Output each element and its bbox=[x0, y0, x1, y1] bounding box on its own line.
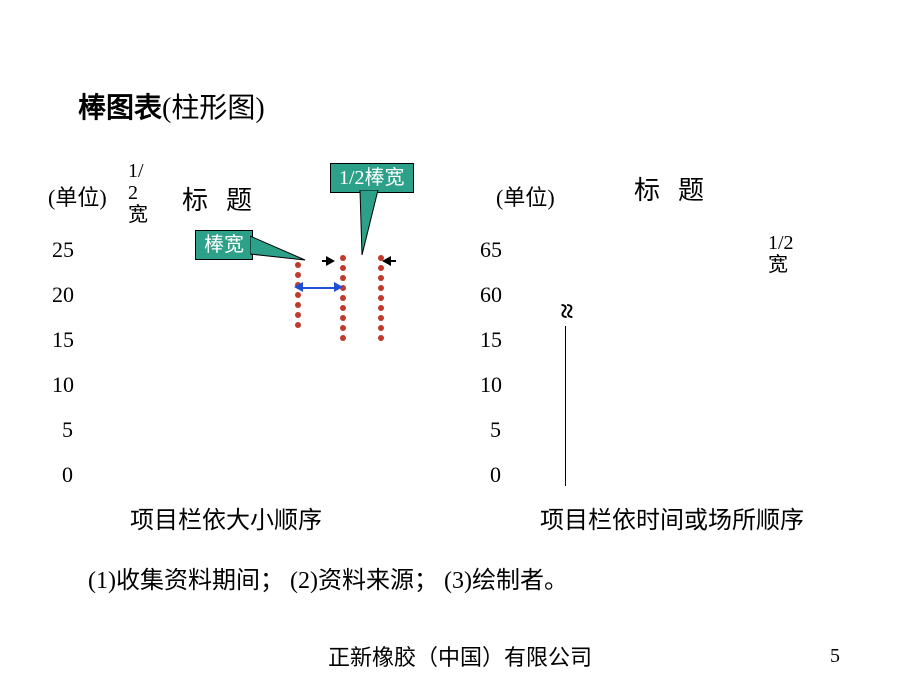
blue-arrow-line-icon bbox=[300, 287, 336, 289]
dotted-bar bbox=[340, 255, 346, 345]
title-rest: (柱形图) bbox=[162, 93, 265, 124]
right-axis-3: 10 bbox=[480, 372, 502, 398]
slide: 棒图表(柱形图) (单位) 1/ 2 宽 标题 1/2棒宽 棒宽 25 20 1… bbox=[0, 0, 920, 690]
callout2-pointer-icon bbox=[350, 190, 390, 260]
red-dot-icon bbox=[295, 272, 301, 278]
red-dot-icon bbox=[378, 295, 384, 301]
red-dot-icon bbox=[378, 275, 384, 281]
right-axis-2: 15 bbox=[480, 327, 502, 353]
right-axis-1: 60 bbox=[480, 282, 502, 308]
left-chart-title: 标题 bbox=[182, 180, 270, 217]
left-axis-1: 20 bbox=[52, 282, 74, 308]
black-arrow-left-stem bbox=[322, 260, 328, 262]
red-dot-icon bbox=[340, 315, 346, 321]
left-axis-0: 25 bbox=[52, 237, 74, 263]
right-half-width-label: 1/2 宽 bbox=[768, 232, 794, 276]
red-dot-icon bbox=[295, 262, 301, 268]
red-dot-icon bbox=[340, 275, 346, 281]
right-axis-5: 0 bbox=[490, 462, 501, 488]
red-dot-icon bbox=[340, 265, 346, 271]
left-axis-4: 5 bbox=[62, 417, 73, 443]
right-axis-4: 5 bbox=[490, 417, 501, 443]
callout-bar-width: 棒宽 bbox=[195, 230, 253, 260]
blue-arrow-left-icon bbox=[294, 282, 303, 292]
red-dot-icon bbox=[378, 325, 384, 331]
dotted-bar bbox=[295, 262, 301, 332]
left-caption: 项目栏依大小顺序 bbox=[130, 500, 322, 535]
red-dot-icon bbox=[378, 335, 384, 341]
axis-break-icon: ≈ bbox=[550, 303, 582, 318]
callout1-pointer-icon bbox=[250, 232, 310, 267]
right-axis-vline bbox=[565, 326, 566, 486]
right-unit-label: (单位) bbox=[496, 180, 555, 212]
left-axis-2: 15 bbox=[52, 327, 74, 353]
callout-half-bar-width: 1/2棒宽 bbox=[330, 163, 414, 193]
red-dot-icon bbox=[340, 295, 346, 301]
title-bold: 棒图表 bbox=[78, 93, 162, 124]
right-axis-0: 65 bbox=[480, 237, 502, 263]
red-dot-icon bbox=[295, 312, 301, 318]
main-title: 棒图表(柱形图) bbox=[78, 86, 265, 126]
blue-arrow-right-icon bbox=[334, 282, 343, 292]
dotted-bar bbox=[378, 255, 384, 345]
footnotes: (1)收集资料期间； (2)资料来源； (3)绘制者。 bbox=[88, 560, 568, 595]
red-dot-icon bbox=[378, 315, 384, 321]
red-dot-icon bbox=[295, 322, 301, 328]
black-arrow-right-stem bbox=[390, 260, 396, 262]
red-dot-icon bbox=[295, 302, 301, 308]
red-dot-icon bbox=[340, 325, 346, 331]
left-unit-label: (单位) bbox=[48, 180, 107, 212]
red-dot-icon bbox=[378, 305, 384, 311]
footer: 正新橡胶（中国）有限公司 bbox=[0, 640, 920, 672]
red-dot-icon bbox=[340, 335, 346, 341]
red-dot-icon bbox=[340, 255, 346, 261]
red-dot-icon bbox=[378, 285, 384, 291]
right-chart-title: 标题 bbox=[634, 170, 722, 207]
left-axis-3: 10 bbox=[52, 372, 74, 398]
page-number: 5 bbox=[830, 645, 840, 668]
red-dot-icon bbox=[295, 292, 301, 298]
right-caption: 项目栏依时间或场所顺序 bbox=[540, 500, 804, 535]
red-dot-icon bbox=[340, 305, 346, 311]
left-axis-5: 0 bbox=[62, 462, 73, 488]
left-half-width-label: 1/ 2 宽 bbox=[128, 160, 148, 226]
